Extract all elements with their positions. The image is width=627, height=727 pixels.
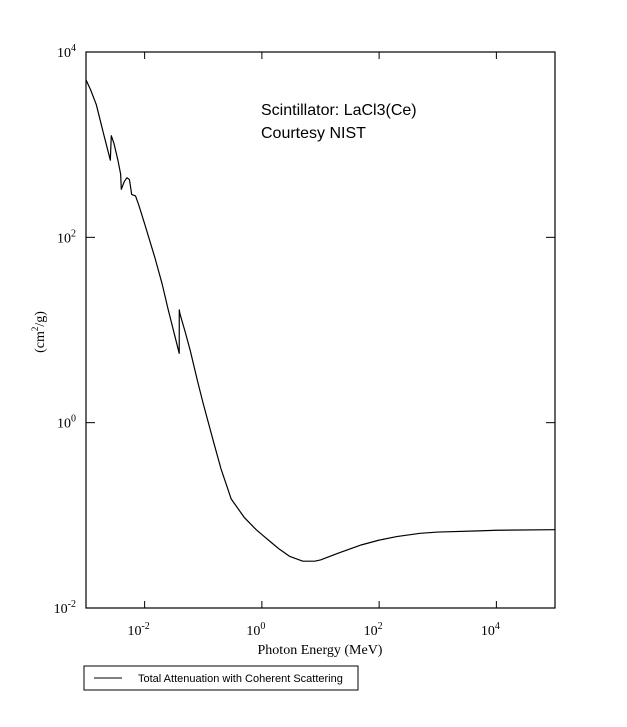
y-tick-label-base: 10	[57, 46, 71, 61]
x-axis-label: Photon Energy (MeV)	[258, 643, 383, 658]
x-tick-label: 104	[481, 621, 500, 639]
x-tick-label-exp: 0	[260, 621, 265, 632]
y-tick-label-base: 10	[54, 602, 68, 617]
y-tick-label: 10-2	[54, 599, 76, 617]
curve-layer	[85, 79, 556, 562]
x-tick-label-exp: 4	[495, 621, 500, 632]
y-axis-label-rest: /g)	[33, 311, 48, 327]
x-tick-label: 102	[364, 621, 383, 639]
legend-label: Total Attenuation with Coherent Scatteri…	[138, 673, 343, 685]
y-tick-label-exp: 2	[71, 228, 76, 239]
legend-box	[83, 665, 359, 691]
y-tick-label-exp: -2	[68, 599, 76, 610]
x-tick-label-base: 10	[481, 624, 495, 639]
legend: Total Attenuation with Coherent Scatteri…	[83, 665, 359, 691]
y-tick-label: 100	[57, 414, 76, 432]
axis-ticks	[86, 51, 555, 609]
x-tick-label-base: 10	[364, 624, 378, 639]
x-tick-label-exp: -2	[141, 621, 149, 632]
y-tick-label-exp: 4	[71, 43, 76, 54]
x-tick-label-base: 10	[127, 624, 141, 639]
x-tick-label-exp: 2	[378, 621, 383, 632]
x-tick-label: 10-2	[127, 621, 149, 639]
annotation-courtesy: Courtesy NIST	[261, 125, 366, 142]
annotation-scintillator: Scintillator: LaCl3(Ce)	[261, 102, 417, 119]
y-axis-label-base: (cm	[33, 331, 48, 353]
y-tick-label-exp: 0	[71, 414, 76, 425]
y-axis-label-sup: 2	[30, 327, 40, 332]
y-tick-label: 104	[57, 43, 76, 61]
x-tick-label: 100	[246, 621, 265, 639]
y-tick-label-base: 10	[57, 231, 71, 246]
y-tick-label-base: 10	[57, 417, 71, 432]
series-line-total-attenuation	[85, 79, 556, 562]
x-tick-label-base: 10	[246, 624, 260, 639]
y-axis-label: (cm2/g)	[30, 311, 48, 353]
y-tick-label: 102	[57, 228, 76, 246]
plot-frame	[85, 51, 556, 609]
